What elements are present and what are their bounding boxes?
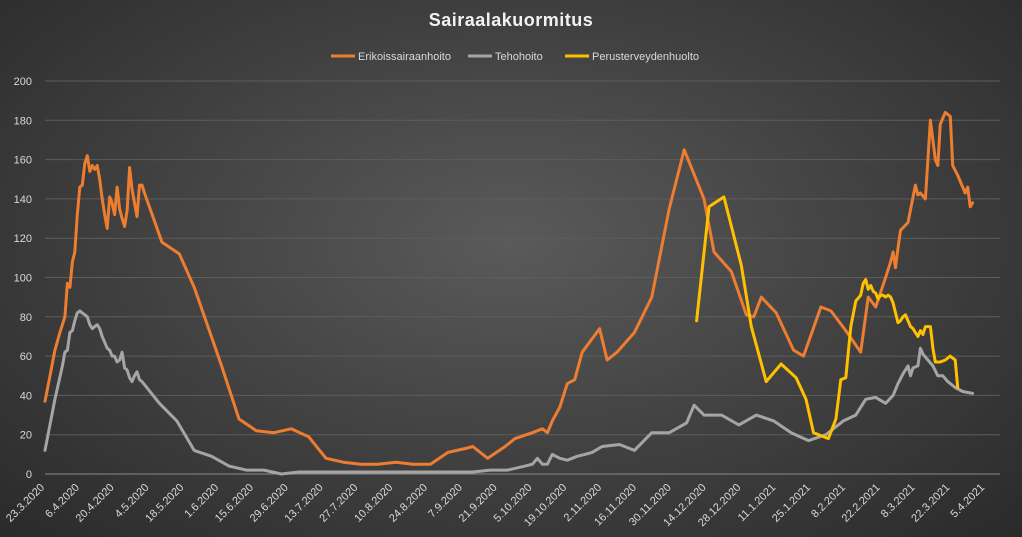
series-line-3 xyxy=(695,195,960,441)
x-tick-label: 18.5.2020 xyxy=(143,482,186,525)
legend-label: Perusterveydenhuolto xyxy=(592,51,699,63)
x-tick-label: 22.3.2021 xyxy=(909,482,952,525)
gridlines xyxy=(45,80,1000,436)
y-tick-label: 120 xyxy=(14,233,32,245)
y-tick-label: 180 xyxy=(14,115,32,127)
series-line-1 xyxy=(43,110,975,466)
x-tick-label: 23.3.2020 xyxy=(4,482,47,525)
y-tick-label: 200 xyxy=(14,76,32,88)
plot-area xyxy=(43,110,975,476)
legend-label: Tehohoito xyxy=(495,51,543,63)
x-tick-label: 25.1.2021 xyxy=(770,482,813,525)
y-tick-label: 160 xyxy=(14,155,32,167)
x-tick-label: 24.8.2020 xyxy=(387,482,430,525)
x-axis: 23.3.20206.4.202020.4.20204.5.202018.5.2… xyxy=(4,473,1000,529)
y-tick-label: 40 xyxy=(20,390,32,402)
x-tick-label: 20.4.2020 xyxy=(74,482,117,525)
legend-label: Erikoissairaanhoito xyxy=(358,51,451,63)
y-tick-label: 0 xyxy=(26,469,32,481)
x-tick-label: 22.2.2021 xyxy=(840,482,883,525)
legend: Erikoissairaanhoito Tehohoito Perusterveyd… xyxy=(331,51,699,63)
y-tick-label: 80 xyxy=(20,312,32,324)
y-tick-label: 140 xyxy=(14,194,32,206)
y-tick-label: 20 xyxy=(20,430,32,442)
y-tick-label: 60 xyxy=(20,351,32,363)
y-tick-label: 100 xyxy=(14,273,32,285)
chart-title: Sairaalakuormitus xyxy=(429,10,594,30)
x-tick-label: 5.4.2021 xyxy=(948,482,987,521)
series-line-2 xyxy=(43,309,975,476)
y-axis: 0 20 40 60 80 100 120 140 160 180 200 xyxy=(14,76,32,481)
